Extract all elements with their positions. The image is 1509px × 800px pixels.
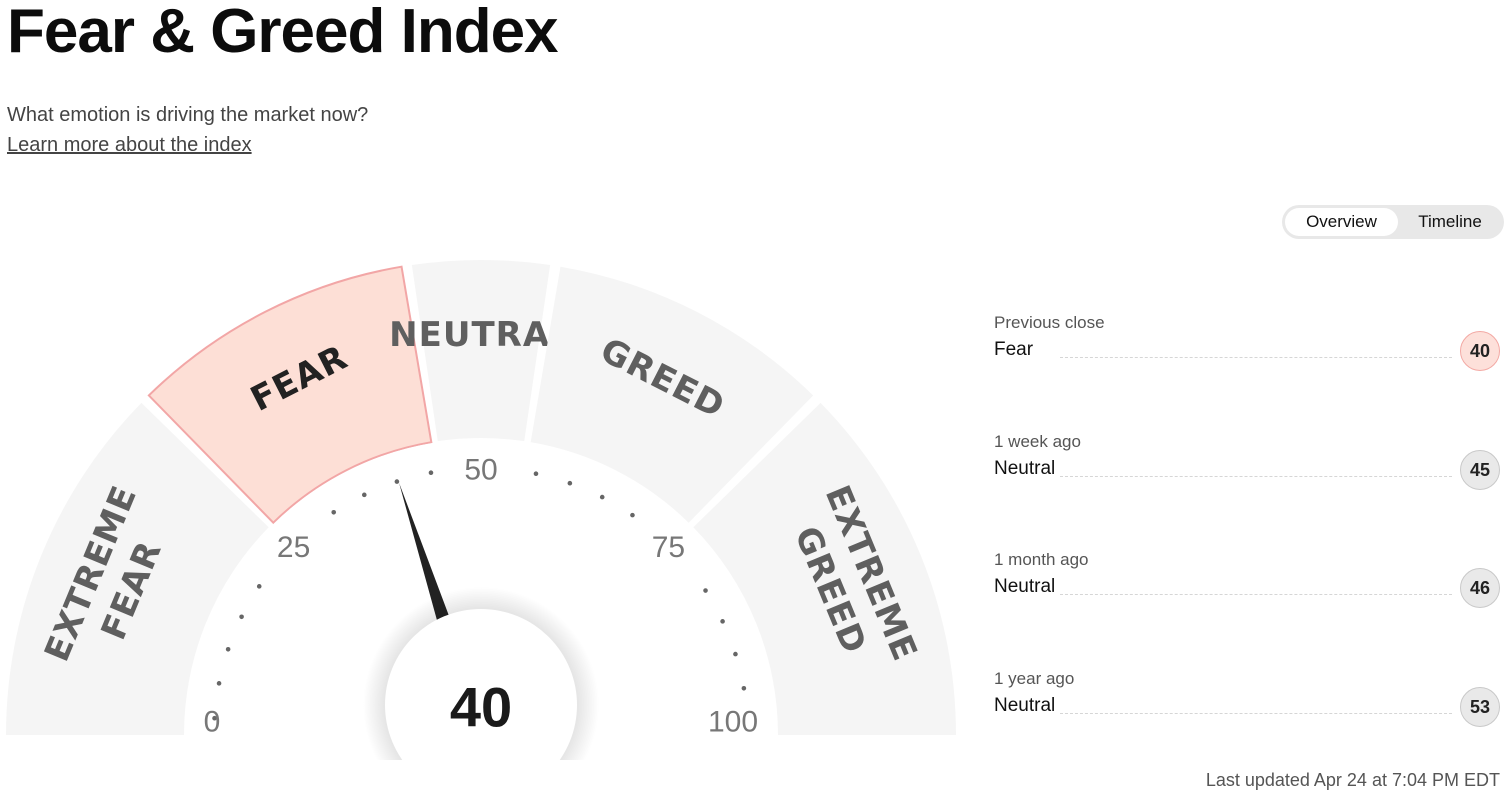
gauge-tick-dot bbox=[225, 647, 231, 652]
gauge-zone: EXTREMEGREED bbox=[693, 402, 956, 735]
gauge-zone: GREED bbox=[530, 266, 814, 523]
gauge-value: 40 bbox=[450, 676, 512, 739]
history-previous-close: Previous close Fear 40 bbox=[994, 313, 1502, 383]
page-title: Fear & Greed Index bbox=[7, 0, 559, 66]
history-period: Previous close bbox=[994, 313, 1105, 332]
last-updated: Last updated Apr 24 at 7:04 PM EDT bbox=[1205, 770, 1500, 790]
overview-tab[interactable]: Overview bbox=[1285, 208, 1398, 236]
history-1-month-ago: 1 month ago Neutral 46 bbox=[994, 550, 1502, 620]
gauge-zone: EXTREMEFEAR bbox=[6, 402, 269, 735]
gauge-tick-dot bbox=[733, 651, 738, 657]
zone-label: NEUTRAL bbox=[389, 315, 573, 355]
gauge-tick-dot bbox=[212, 715, 217, 721]
history-rating: Neutral bbox=[994, 458, 1056, 479]
gauge-tick-dot bbox=[720, 619, 725, 624]
gauge-tick-dot bbox=[567, 480, 573, 486]
history-rating: Fear bbox=[994, 339, 1034, 360]
history-period: 1 week ago bbox=[994, 432, 1081, 451]
gauge-tick-dot bbox=[361, 492, 367, 498]
history-score-badge: 53 bbox=[1460, 687, 1500, 727]
history-1-week-ago: 1 week ago Neutral 45 bbox=[994, 432, 1502, 502]
history-period: 1 month ago bbox=[994, 550, 1089, 569]
tick-label: 25 bbox=[277, 531, 310, 564]
gauge-tick-dot bbox=[239, 614, 244, 620]
timeline-tab[interactable]: Timeline bbox=[1418, 212, 1482, 231]
gauge-tick-dot bbox=[394, 479, 400, 484]
gauge-tick-dot bbox=[533, 471, 539, 477]
history-rating: Neutral bbox=[994, 695, 1056, 716]
gauge-tick-dot bbox=[703, 588, 708, 593]
gauge-hub bbox=[385, 609, 577, 760]
tick-label: 75 bbox=[652, 531, 685, 564]
dotted-leader bbox=[1060, 713, 1452, 714]
view-toggle: Overview Timeline bbox=[1282, 205, 1504, 239]
history-score-badge: 40 bbox=[1460, 331, 1500, 371]
dotted-leader bbox=[1060, 476, 1452, 477]
history-score-badge: 45 bbox=[1460, 450, 1500, 490]
gauge-zone: FEAR bbox=[147, 265, 433, 525]
history-1-year-ago: 1 year ago Neutral 53 bbox=[994, 669, 1502, 739]
gauge-tick-dot bbox=[256, 584, 262, 589]
tick-label: 100 bbox=[708, 706, 758, 739]
gauge-zone: NEUTRAL bbox=[389, 260, 573, 442]
dotted-leader bbox=[1060, 594, 1452, 595]
history-period: 1 year ago bbox=[994, 669, 1075, 688]
learn-more-link[interactable]: Learn more about the index bbox=[7, 134, 252, 156]
gauge-tick-dot bbox=[741, 685, 747, 691]
history-score-badge: 46 bbox=[1460, 568, 1500, 608]
gauge-tick-dot bbox=[331, 510, 337, 515]
gauge-tick-dot bbox=[599, 494, 605, 500]
gauge-tick-dot bbox=[428, 470, 434, 476]
gauge-tick-dot bbox=[216, 681, 222, 686]
tick-label: 50 bbox=[464, 454, 497, 487]
page-subtitle: What emotion is driving the market now? bbox=[7, 104, 369, 126]
tick-label: 0 bbox=[204, 706, 221, 739]
gauge-tick-dot bbox=[630, 512, 635, 518]
dotted-leader bbox=[1060, 357, 1452, 358]
history-rating: Neutral bbox=[994, 576, 1056, 597]
